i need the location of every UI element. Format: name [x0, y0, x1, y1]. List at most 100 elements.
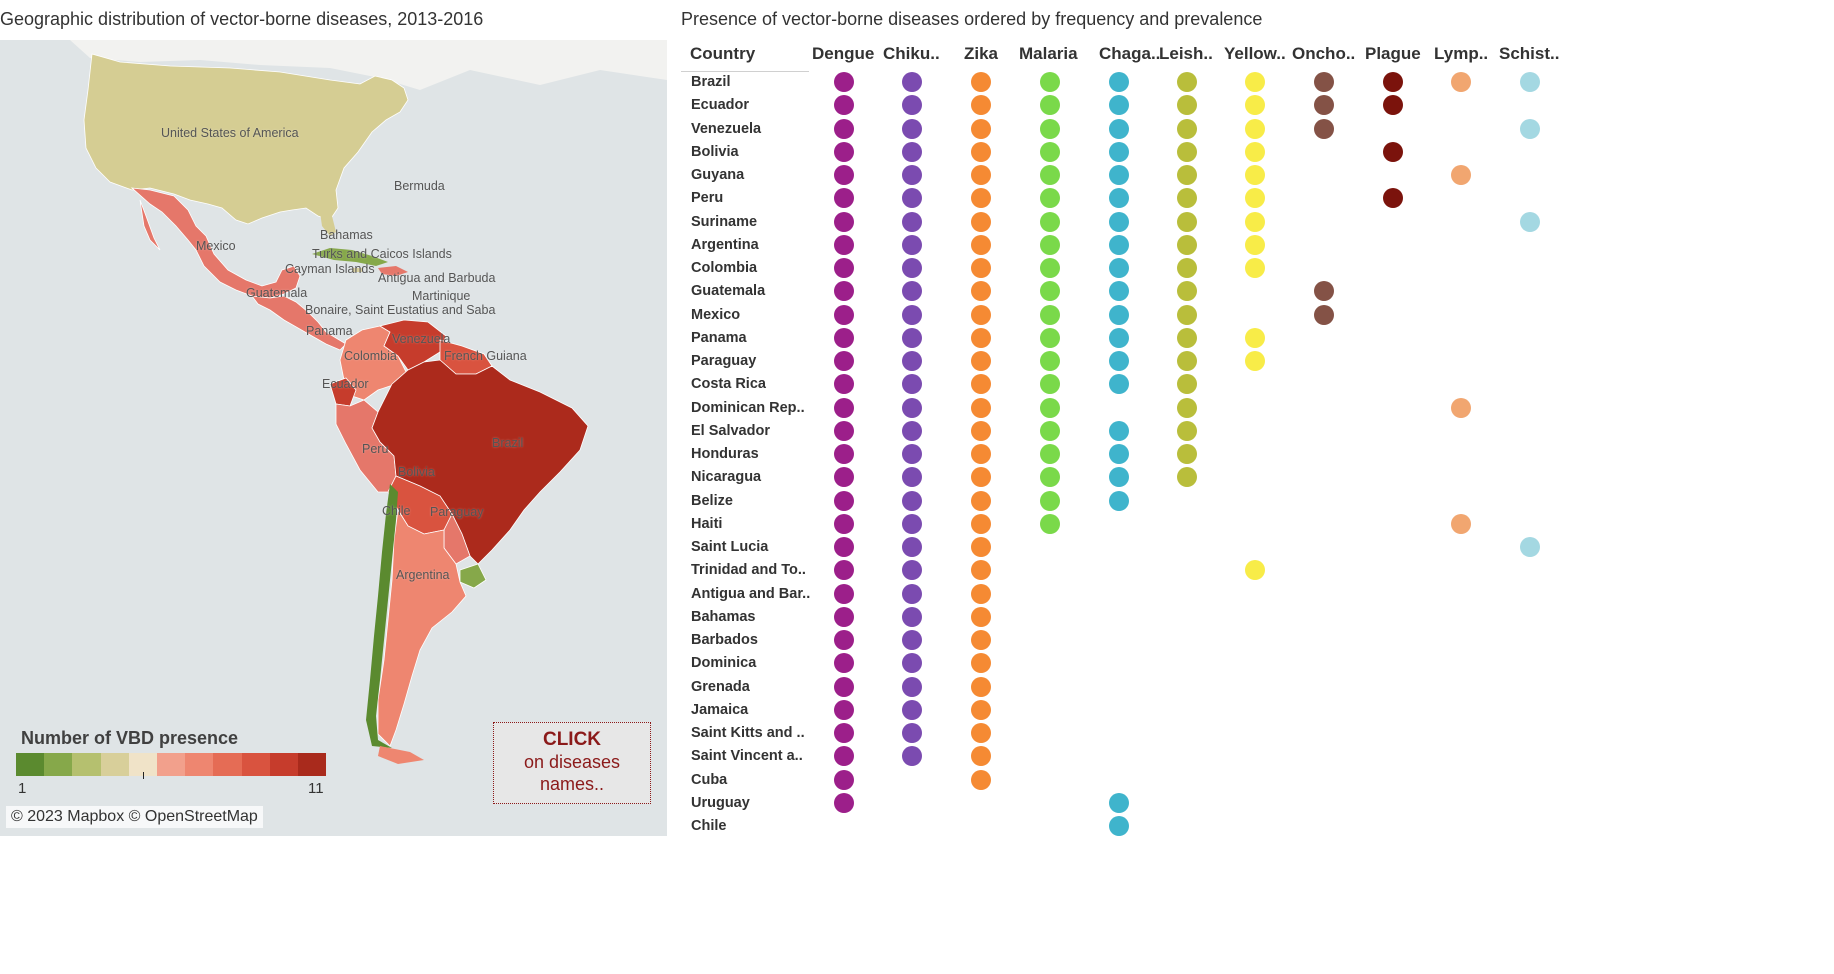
presence-dot[interactable]	[902, 374, 922, 395]
disease-header-0[interactable]: Dengue	[812, 44, 875, 63]
presence-dot[interactable]	[902, 444, 922, 464]
presence-dot[interactable]	[1177, 374, 1197, 395]
presence-dot[interactable]	[1245, 234, 1265, 255]
presence-dot[interactable]	[971, 630, 991, 650]
presence-dot[interactable]	[971, 769, 991, 790]
disease-header-2[interactable]: Zika	[964, 44, 999, 63]
presence-dot[interactable]	[1177, 467, 1197, 488]
presence-dot[interactable]	[902, 606, 922, 627]
disease-header-10[interactable]: Schist..	[1499, 44, 1560, 63]
presence-dot[interactable]	[971, 560, 991, 581]
presence-dot[interactable]	[902, 420, 922, 441]
presence-dot[interactable]	[834, 165, 854, 185]
presence-dot[interactable]	[902, 560, 922, 581]
presence-dot[interactable]	[1451, 165, 1471, 185]
presence-dot[interactable]	[834, 281, 854, 302]
presence-dot[interactable]	[1040, 258, 1060, 278]
country-row-label[interactable]: Peru	[691, 190, 724, 207]
country-row-label[interactable]: El Salvador	[691, 422, 770, 439]
presence-dot[interactable]	[902, 630, 922, 650]
presence-dot[interactable]	[902, 258, 922, 278]
presence-dot[interactable]	[1109, 118, 1129, 139]
disease-header-8[interactable]: Plague	[1365, 44, 1421, 63]
presence-dot[interactable]	[1314, 118, 1334, 139]
map-attribution[interactable]: © 2023 Mapbox © OpenStreetMap	[6, 806, 263, 828]
presence-dot[interactable]	[902, 397, 922, 418]
presence-dot[interactable]	[1451, 397, 1471, 418]
presence-dot[interactable]	[1040, 467, 1060, 488]
presence-dot[interactable]	[971, 188, 991, 209]
presence-dot[interactable]	[902, 118, 922, 139]
country-row-label[interactable]: Dominica	[691, 655, 757, 672]
country-row-label[interactable]: Bahamas	[691, 608, 756, 625]
country-mexico[interactable]	[130, 187, 301, 299]
presence-dot[interactable]	[1109, 444, 1129, 464]
presence-dot[interactable]	[971, 141, 991, 162]
presence-dot[interactable]	[834, 746, 854, 767]
presence-dot[interactable]	[1177, 118, 1197, 139]
presence-dot[interactable]	[1109, 351, 1129, 371]
presence-dot[interactable]	[1040, 490, 1060, 511]
country-row-label[interactable]: Cuba	[691, 771, 728, 788]
presence-dot[interactable]	[1245, 327, 1265, 348]
presence-dot[interactable]	[1177, 141, 1197, 162]
country-row-label[interactable]: Saint Lucia	[691, 539, 769, 555]
presence-dot[interactable]	[1109, 258, 1129, 278]
presence-dot[interactable]	[834, 513, 854, 534]
country-brazil[interactable]	[371, 359, 589, 565]
presence-dot[interactable]	[834, 211, 854, 232]
presence-dot[interactable]	[1109, 165, 1129, 185]
presence-dot[interactable]	[1040, 118, 1060, 139]
presence-dot[interactable]	[1040, 351, 1060, 371]
presence-dot[interactable]	[1177, 351, 1197, 371]
country-row-label[interactable]: Barbados	[691, 632, 758, 648]
presence-dot[interactable]	[902, 467, 922, 488]
presence-dot[interactable]	[1040, 72, 1060, 92]
presence-dot[interactable]	[1177, 420, 1197, 441]
disease-header-4[interactable]: Chaga..	[1099, 44, 1161, 63]
presence-dot[interactable]	[1109, 467, 1129, 488]
presence-dot[interactable]	[971, 397, 991, 418]
presence-dot[interactable]	[1245, 118, 1265, 139]
presence-dot[interactable]	[1109, 792, 1129, 813]
country-row-label[interactable]: Panama	[691, 329, 747, 346]
presence-dot[interactable]	[971, 513, 991, 534]
presence-dot[interactable]	[1109, 374, 1129, 395]
presence-dot[interactable]	[1520, 211, 1540, 232]
presence-dot[interactable]	[1177, 211, 1197, 232]
choropleth-map[interactable]: United States of America Bermuda Bahamas…	[0, 40, 667, 836]
presence-dot[interactable]	[1245, 141, 1265, 162]
presence-dot[interactable]	[1451, 513, 1471, 534]
presence-dot[interactable]	[971, 374, 991, 395]
country-row-label[interactable]: Costa Rica	[691, 376, 766, 393]
presence-dot[interactable]	[834, 583, 854, 604]
presence-dot[interactable]	[1109, 420, 1129, 441]
presence-dot[interactable]	[1383, 72, 1403, 92]
presence-dot[interactable]	[902, 165, 922, 185]
country-row-label[interactable]: Saint Kitts and ..	[691, 725, 805, 741]
presence-dot[interactable]	[1109, 188, 1129, 209]
country-row-label[interactable]: Honduras	[691, 446, 759, 462]
presence-dot[interactable]	[834, 490, 854, 511]
presence-dot[interactable]	[1177, 188, 1197, 209]
presence-dot[interactable]	[971, 72, 991, 92]
presence-dot[interactable]	[1109, 816, 1129, 836]
country-row-label[interactable]: Dominican Rep..	[691, 399, 805, 416]
country-row-label[interactable]: Bolivia	[691, 143, 739, 160]
presence-dot[interactable]	[834, 141, 854, 162]
country-jamaica[interactable]	[352, 268, 362, 272]
presence-dot[interactable]	[1245, 72, 1265, 92]
presence-dot[interactable]	[1245, 165, 1265, 185]
country-row-label[interactable]: Jamaica	[691, 701, 749, 718]
country-row-label[interactable]: Uruguay	[691, 794, 750, 811]
presence-dot[interactable]	[1040, 513, 1060, 534]
presence-dot[interactable]	[834, 118, 854, 139]
presence-dot[interactable]	[971, 95, 991, 116]
presence-dot[interactable]	[1520, 537, 1540, 557]
presence-dot[interactable]	[1040, 420, 1060, 441]
country-row-label[interactable]: Brazil	[691, 74, 731, 90]
presence-dot[interactable]	[902, 723, 922, 743]
presence-dot[interactable]	[971, 165, 991, 185]
presence-dot[interactable]	[1040, 165, 1060, 185]
presence-dot[interactable]	[834, 560, 854, 581]
